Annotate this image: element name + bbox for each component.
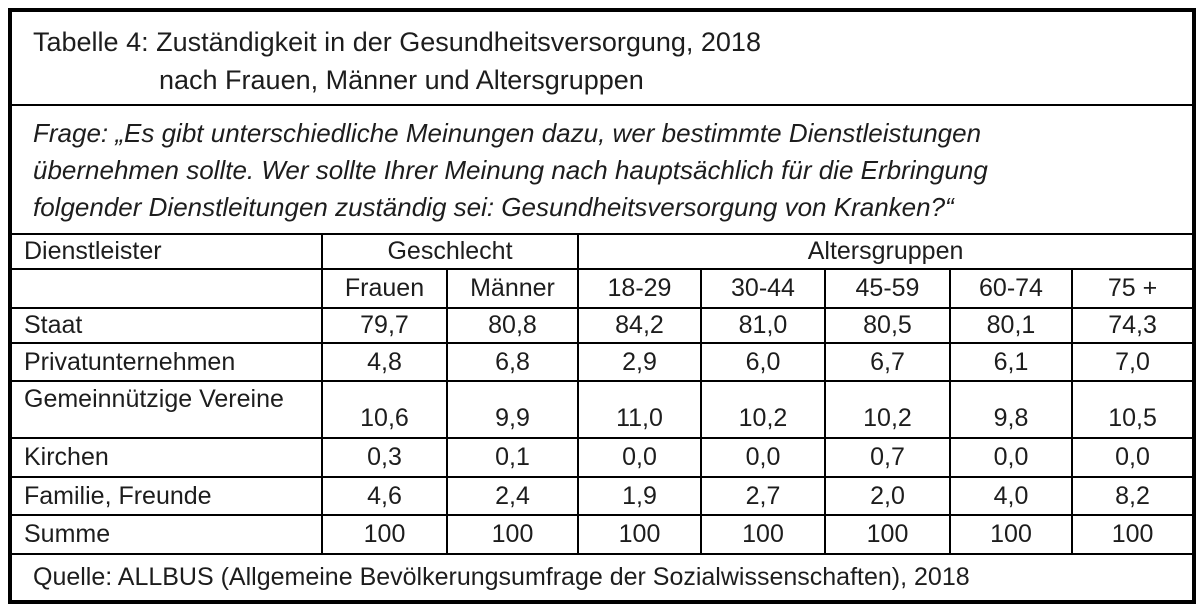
question-row: Frage: „Es gibt unterschiedliche Meinung… xyxy=(8,104,1196,235)
value-cell: 0,0 xyxy=(1070,437,1196,478)
value-cell: 80,5 xyxy=(824,307,951,344)
header-sub-row: Frauen Männer 18-29 30-44 45-59 60-74 75… xyxy=(9,268,1196,309)
value-cell: 10,6 xyxy=(321,380,448,439)
value-cell: 4,0 xyxy=(949,476,1073,516)
table-row-kirchen: Kirchen 0,3 0,1 0,0 0,0 0,7 0,0 0,0 xyxy=(9,437,1196,478)
subheader-60-74: 60-74 xyxy=(949,268,1073,309)
title-row: Tabelle 4: Zuständigkeit in der Gesundhe… xyxy=(8,9,1196,106)
value-cell: 80,8 xyxy=(446,307,579,344)
source-row: Quelle: ALLBUS (Allgemeine Bevölkerungsu… xyxy=(8,553,1196,603)
value-cell: 0,7 xyxy=(824,437,951,478)
header-altersgruppen: Altersgruppen xyxy=(576,233,1196,270)
subheader-maenner: Männer xyxy=(446,268,579,309)
source-cell: Quelle: ALLBUS (Allgemeine Bevölkerungsu… xyxy=(8,553,1196,603)
value-cell: 7,0 xyxy=(1070,342,1196,382)
value-cell: 2,4 xyxy=(446,476,579,516)
value-cell: 100 xyxy=(700,514,826,555)
value-cell: 8,2 xyxy=(1070,476,1196,516)
row-label: Gemeinnützige Vereine xyxy=(9,380,323,439)
value-cell: 0,3 xyxy=(321,437,448,478)
row-label: Kirchen xyxy=(9,437,323,478)
subheader-30-44: 30-44 xyxy=(700,268,826,309)
header-geschlecht: Geschlecht xyxy=(321,233,579,270)
table-row-staat: Staat 79,7 80,8 84,2 81,0 80,5 80,1 74,3 xyxy=(9,307,1196,344)
question-cell: Frage: „Es gibt unterschiedliche Meinung… xyxy=(8,104,1196,235)
value-cell: 0,1 xyxy=(446,437,579,478)
value-cell: 4,8 xyxy=(321,342,448,382)
value-cell: 4,6 xyxy=(321,476,448,516)
table-title-line2: nach Frauen, Männer und Altersgruppen xyxy=(159,65,644,95)
value-cell: 2,9 xyxy=(577,342,702,382)
question-line2: übernehmen sollte. Wer sollte Ihrer Mein… xyxy=(33,155,988,185)
value-cell: 100 xyxy=(577,514,702,555)
value-cell: 80,1 xyxy=(949,307,1073,344)
subheader-45-59: 45-59 xyxy=(824,268,951,309)
table-title-line1: Tabelle 4: Zuständigkeit in der Gesundhe… xyxy=(33,27,761,57)
value-cell: 84,2 xyxy=(577,307,702,344)
value-cell: 6,0 xyxy=(700,342,826,382)
value-cell: 1,9 xyxy=(577,476,702,516)
subheader-18-29: 18-29 xyxy=(577,268,702,309)
value-cell: 0,0 xyxy=(949,437,1073,478)
value-cell: 0,0 xyxy=(700,437,826,478)
statistics-table: Tabelle 4: Zuständigkeit in der Gesundhe… xyxy=(8,8,1197,604)
value-cell: 10,2 xyxy=(700,380,826,439)
value-cell: 100 xyxy=(321,514,448,555)
value-cell: 11,0 xyxy=(577,380,702,439)
value-cell: 6,7 xyxy=(824,342,951,382)
value-cell: 81,0 xyxy=(700,307,826,344)
question-line1: Frage: „Es gibt unterschiedliche Meinung… xyxy=(33,118,982,148)
table-row-summe: Summe 100 100 100 100 100 100 100 xyxy=(9,514,1196,555)
subheader-75plus: 75 + xyxy=(1070,268,1196,309)
value-cell: 100 xyxy=(949,514,1073,555)
row-label: Staat xyxy=(9,307,323,344)
value-cell: 9,8 xyxy=(949,380,1073,439)
table-row-gemeinnuetzige-vereine: Gemeinnützige Vereine 10,6 9,9 11,0 10,2… xyxy=(9,380,1196,439)
value-cell: 74,3 xyxy=(1070,307,1196,344)
value-cell: 6,8 xyxy=(446,342,579,382)
header-dienstleister: Dienstleister xyxy=(9,233,323,270)
value-cell: 100 xyxy=(824,514,951,555)
value-cell: 9,9 xyxy=(446,380,579,439)
value-cell: 6,1 xyxy=(949,342,1073,382)
value-cell: 2,7 xyxy=(700,476,826,516)
value-cell: 0,0 xyxy=(577,437,702,478)
row-label: Privatunternehmen xyxy=(9,342,323,382)
value-cell: 10,2 xyxy=(824,380,951,439)
question-line3: folgender Dienstleitungen zuständig sei:… xyxy=(33,192,954,222)
table-row-familie-freunde: Familie, Freunde 4,6 2,4 1,9 2,7 2,0 4,0… xyxy=(9,476,1196,516)
row-label: Familie, Freunde xyxy=(9,476,323,516)
value-cell: 100 xyxy=(1070,514,1196,555)
header-group-row: Dienstleister Geschlecht Altersgruppen xyxy=(9,233,1196,270)
value-cell: 10,5 xyxy=(1070,380,1196,439)
empty-header-cell xyxy=(9,268,323,309)
value-cell: 100 xyxy=(446,514,579,555)
value-cell: 79,7 xyxy=(321,307,448,344)
table-title-cell: Tabelle 4: Zuständigkeit in der Gesundhe… xyxy=(8,9,1196,106)
row-label: Summe xyxy=(9,514,323,555)
table-row-privatunternehmen: Privatunternehmen 4,8 6,8 2,9 6,0 6,7 6,… xyxy=(9,342,1196,382)
subheader-frauen: Frauen xyxy=(321,268,448,309)
value-cell: 2,0 xyxy=(824,476,951,516)
